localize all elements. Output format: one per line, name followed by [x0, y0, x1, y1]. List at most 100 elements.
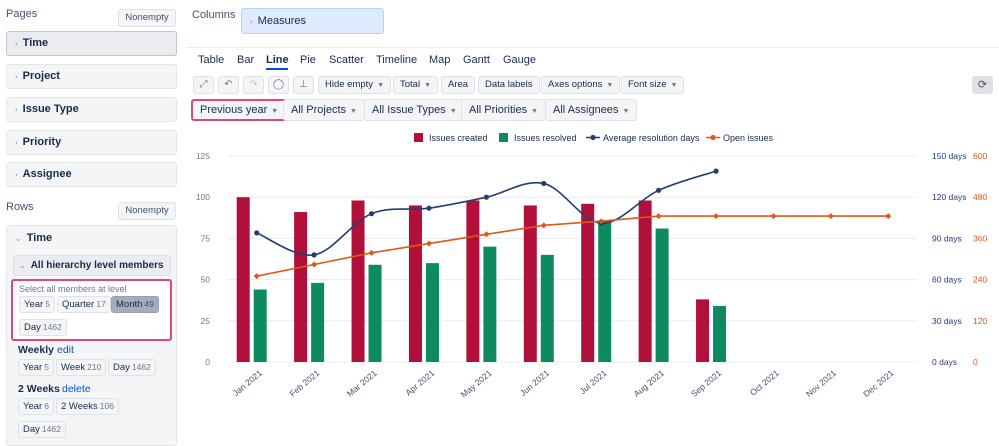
point-avg-resolution: [656, 187, 662, 193]
data-labels-button[interactable]: Data labels: [478, 76, 540, 94]
weekly-edit-link[interactable]: edit: [57, 344, 74, 356]
font-size-label: Font size: [628, 79, 667, 90]
hide-empty-button[interactable]: Hide empty ▼: [318, 76, 391, 94]
chip-label: Day: [113, 362, 130, 373]
y-right1-tick-label: 0 days: [932, 357, 957, 367]
comment-button[interactable]: ◯: [268, 76, 289, 94]
axes-options-button[interactable]: Axes options ▼: [541, 76, 621, 94]
page-dim-label: Project: [22, 70, 60, 82]
y-right1-tick-label: 120 days: [932, 192, 967, 202]
point-open-issues: [598, 218, 605, 225]
undo-button[interactable]: ↶: [218, 76, 239, 94]
chevron-down-icon: ▼: [377, 82, 384, 89]
chip-label: Day: [23, 424, 40, 435]
tab-table[interactable]: Table: [198, 54, 225, 66]
tab-bar[interactable]: Bar: [237, 54, 255, 66]
all-hierarchy-level-members[interactable]: ⌄ All hierarchy level members: [13, 255, 171, 276]
bar-issues-resolved: [368, 264, 382, 362]
undo-icon: ↶: [224, 79, 233, 90]
point-open-issues: [311, 261, 318, 268]
two-weeks-chip-2weeks[interactable]: 2 Weeks 106: [56, 398, 119, 415]
measures-pill[interactable]: › Measures: [241, 8, 384, 34]
tab-line[interactable]: Line: [266, 54, 289, 66]
filter-period[interactable]: Previous year ▼: [191, 99, 288, 121]
page-dim-issue-type[interactable]: › Issue Type: [6, 97, 177, 122]
two-weeks-chip-day[interactable]: Day 1462: [18, 421, 66, 438]
page-dim-label: Priority: [22, 136, 62, 148]
point-open-issues: [655, 213, 662, 220]
point-open-issues: [483, 231, 490, 238]
chevron-down-icon: ▼: [670, 82, 678, 89]
point-open-issues: [827, 213, 834, 220]
point-open-issues: [253, 273, 260, 280]
level-chip-year[interactable]: Year 5: [19, 296, 55, 313]
x-tick-label: Aug 2021: [632, 368, 667, 399]
chip-count: 1462: [41, 424, 61, 434]
total-button[interactable]: Total ▼: [393, 76, 439, 94]
level-chip-month[interactable]: Month 49: [111, 296, 159, 313]
bar-issues-resolved: [655, 228, 669, 362]
page-dim-project[interactable]: › Project: [6, 64, 177, 89]
filter-issue-types[interactable]: All Issue Types ▼: [364, 99, 465, 121]
bar-issues-resolved: [483, 246, 497, 362]
point-avg-resolution: [311, 252, 317, 258]
y-right2-tick-label: 240: [973, 275, 987, 285]
bar-issues-created: [696, 299, 710, 362]
rows-label: Rows: [6, 201, 34, 213]
filter-projects[interactable]: All Projects ▼: [283, 99, 365, 121]
page-dim-label: Assignee: [22, 168, 72, 180]
two-weeks-chip-year[interactable]: Year 6: [18, 398, 54, 415]
chevron-down-icon: ⌄: [15, 234, 22, 243]
filter-priorities[interactable]: All Priorities ▼: [461, 99, 547, 121]
page-dim-label: Issue Type: [22, 103, 79, 115]
level-chip-day[interactable]: Day 1462: [19, 319, 67, 336]
bar-issues-resolved: [253, 289, 267, 362]
redo-button[interactable]: ↷: [243, 76, 264, 94]
chevron-right-icon: ›: [15, 72, 18, 81]
two-weeks-delete-link[interactable]: delete: [62, 383, 91, 395]
tab-gauge[interactable]: Gauge: [503, 54, 537, 66]
point-avg-resolution: [426, 205, 432, 211]
refresh-button[interactable]: ⟳: [972, 76, 993, 94]
tab-pie[interactable]: Pie: [300, 54, 316, 66]
bar-issues-created: [638, 200, 652, 362]
pages-nonempty-button[interactable]: Nonempty: [118, 9, 176, 27]
select-hint: Select all members at level: [19, 284, 127, 294]
filter-assignees[interactable]: All Assignees ▼: [545, 99, 638, 121]
font-size-button[interactable]: Font size ▼: [621, 76, 685, 94]
expand-button[interactable]: ⤢: [193, 76, 214, 94]
area-button[interactable]: Area: [441, 76, 476, 94]
chip-label: Quarter: [62, 299, 95, 310]
rows-dim-title[interactable]: ⌄ Time: [15, 232, 52, 244]
weekly-chip-year[interactable]: Year 5: [18, 359, 54, 376]
weekly-chip-day[interactable]: Day 1462: [108, 359, 156, 376]
filter-label: All Projects: [291, 104, 347, 116]
x-tick-label: Oct 2021: [748, 368, 781, 398]
filter-label: All Priorities: [469, 104, 528, 116]
page-dim-assignee[interactable]: › Assignee: [6, 162, 177, 187]
redo-icon: ↷: [249, 79, 258, 90]
level-chip-quarter[interactable]: Quarter 17: [57, 296, 111, 313]
pin-button[interactable]: ⊥: [293, 76, 314, 94]
rows-nonempty-button[interactable]: Nonempty: [118, 202, 176, 220]
page-dim-time[interactable]: › Time: [6, 31, 177, 56]
bar-issues-created: [523, 205, 537, 362]
y-left-tick-label: 75: [201, 233, 211, 243]
tab-timeline[interactable]: Timeline: [376, 54, 418, 66]
point-avg-resolution: [368, 211, 375, 217]
left-panel: Pages Nonempty › Time › Project › Issue Typ…: [0, 0, 183, 446]
chip-count: 5: [45, 299, 50, 309]
tab-map[interactable]: Map: [429, 54, 451, 66]
tab-scatter[interactable]: Scatter: [329, 54, 364, 66]
chevron-down-icon: ⌄: [19, 261, 26, 270]
filter-label: All Issue Types: [372, 104, 446, 116]
tab-gantt[interactable]: Gantt: [463, 54, 490, 66]
y-right2-tick-label: 0: [973, 357, 978, 367]
chip-count: 106: [99, 401, 114, 411]
page-dim-priority[interactable]: › Priority: [6, 130, 177, 155]
total-label: Total: [400, 79, 421, 90]
point-open-issues: [368, 249, 375, 256]
y-left-tick-label: 0: [205, 357, 210, 367]
weekly-chip-week[interactable]: Week 210: [56, 359, 107, 376]
x-tick-label: Mar 2021: [345, 368, 379, 399]
